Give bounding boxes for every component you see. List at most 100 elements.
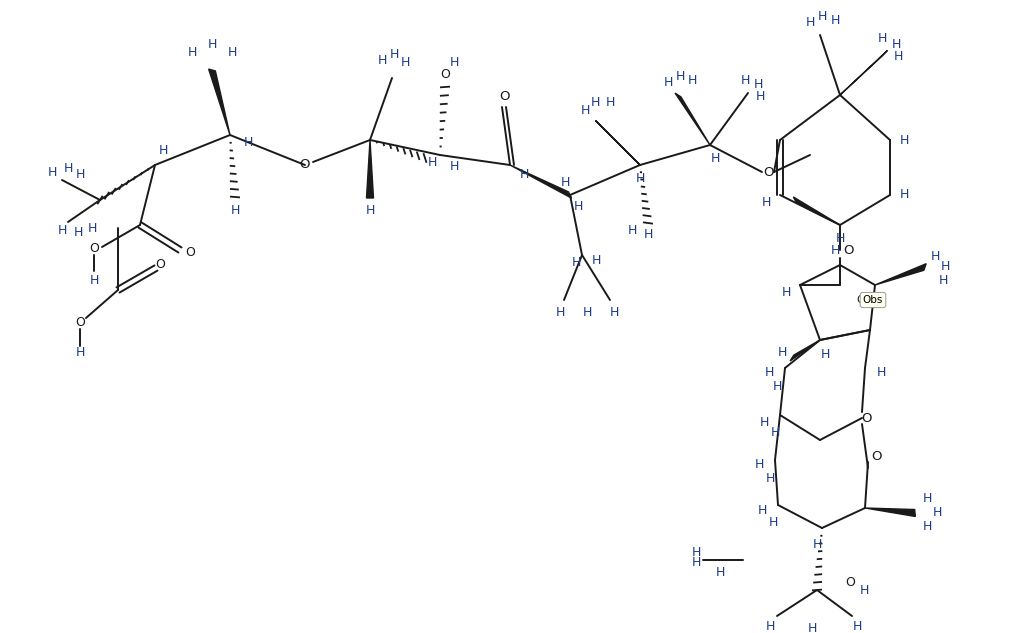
Text: H: H <box>627 223 636 237</box>
Text: H: H <box>58 223 67 237</box>
Text: H: H <box>519 168 528 182</box>
Text: O: O <box>440 68 449 82</box>
Text: H: H <box>758 503 767 517</box>
Text: H: H <box>812 537 822 551</box>
Text: H: H <box>688 73 697 87</box>
Polygon shape <box>790 340 820 361</box>
Text: H: H <box>76 168 85 180</box>
Text: Obs: Obs <box>863 295 883 305</box>
Text: O: O <box>75 316 85 330</box>
Text: H: H <box>389 47 399 61</box>
Text: H: H <box>664 77 673 89</box>
Text: H: H <box>760 417 769 430</box>
Text: H: H <box>378 54 387 66</box>
Text: O: O <box>500 91 510 104</box>
Text: H: H <box>782 287 791 299</box>
Text: H: H <box>74 225 83 239</box>
Text: H: H <box>835 232 844 246</box>
Text: H: H <box>766 620 775 632</box>
Text: O: O <box>185 246 195 260</box>
Text: O: O <box>871 451 882 463</box>
Text: H: H <box>938 273 947 287</box>
Text: H: H <box>753 78 763 92</box>
Text: H: H <box>449 56 459 70</box>
Text: H: H <box>87 222 97 234</box>
Text: H: H <box>930 251 939 263</box>
Text: H: H <box>643 229 652 242</box>
Polygon shape <box>840 51 888 95</box>
Text: H: H <box>366 203 375 216</box>
Text: H: H <box>590 96 600 110</box>
Text: H: H <box>805 16 815 30</box>
Text: H: H <box>754 458 764 472</box>
Text: H: H <box>691 556 701 570</box>
Text: H: H <box>710 153 720 165</box>
Text: H: H <box>64 161 73 175</box>
Text: H: H <box>207 39 217 51</box>
Polygon shape <box>510 165 572 198</box>
Text: O: O <box>862 411 873 425</box>
Text: H: H <box>771 427 780 439</box>
Text: H: H <box>830 244 839 258</box>
Text: H: H <box>556 306 565 318</box>
Text: H: H <box>427 156 436 168</box>
Text: H: H <box>922 520 931 532</box>
Text: H: H <box>765 367 774 380</box>
Text: H: H <box>605 96 615 110</box>
Text: H: H <box>878 32 887 46</box>
Text: O: O <box>763 165 774 179</box>
Text: H: H <box>807 622 817 633</box>
Text: H: H <box>691 546 701 560</box>
Polygon shape <box>209 69 230 135</box>
Text: H: H <box>899 189 909 201</box>
Text: H: H <box>773 380 782 392</box>
Polygon shape <box>793 197 840 225</box>
Text: H: H <box>830 15 839 27</box>
Text: H: H <box>769 517 778 529</box>
Polygon shape <box>875 264 926 285</box>
Text: O: O <box>89 242 99 256</box>
Text: O: O <box>156 258 165 272</box>
Text: H: H <box>574 201 583 213</box>
Text: H: H <box>676 70 685 84</box>
Text: O: O <box>842 244 853 256</box>
Text: H: H <box>852 620 862 632</box>
Text: H: H <box>755 91 765 104</box>
Text: H: H <box>893 51 903 63</box>
Text: H: H <box>591 253 601 266</box>
Text: H: H <box>899 134 909 146</box>
Text: H: H <box>817 11 827 23</box>
Text: H: H <box>740 73 749 87</box>
Text: H: H <box>581 104 590 116</box>
Text: H: H <box>762 196 771 210</box>
Text: H: H <box>449 161 459 173</box>
Text: H: H <box>932 506 941 520</box>
Text: H: H <box>230 203 239 216</box>
Text: H: H <box>922 491 931 505</box>
Text: H: H <box>778 346 787 358</box>
Text: H: H <box>572 256 581 270</box>
Text: O: O <box>845 577 854 589</box>
Polygon shape <box>367 140 374 198</box>
Polygon shape <box>865 508 915 517</box>
Text: H: H <box>860 584 869 596</box>
Text: H: H <box>940 261 949 273</box>
Text: H: H <box>47 165 57 179</box>
Text: H: H <box>400 56 410 68</box>
Text: H: H <box>561 177 570 189</box>
Text: H: H <box>715 567 725 579</box>
Text: H: H <box>877 367 886 380</box>
Text: H: H <box>609 306 619 318</box>
Text: H: H <box>159 144 168 158</box>
Text: H: H <box>76 346 85 360</box>
Polygon shape <box>675 93 710 145</box>
Text: H: H <box>89 273 99 287</box>
Text: Obs: Obs <box>856 295 878 305</box>
Text: H: H <box>891 39 901 51</box>
Text: H: H <box>820 348 829 361</box>
Text: H: H <box>635 173 644 185</box>
Text: H: H <box>227 46 236 60</box>
Polygon shape <box>596 120 640 165</box>
Text: H: H <box>583 306 592 320</box>
Text: O: O <box>300 158 310 172</box>
